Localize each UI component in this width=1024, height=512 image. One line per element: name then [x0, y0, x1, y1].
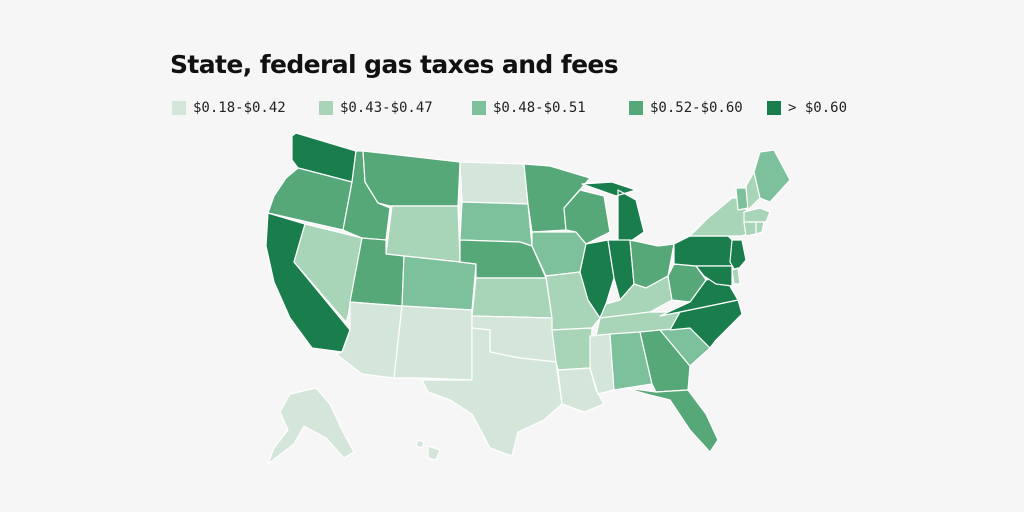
- legend-label-bin-4: $0.52-$0.60: [650, 100, 743, 116]
- state-ar: [551, 327, 593, 371]
- state-nv: [293, 223, 363, 323]
- legend-swatch-bin-3: [472, 101, 486, 115]
- legend-label-bin-5: > $0.60: [788, 100, 848, 116]
- state-mt: [362, 150, 461, 207]
- legend-item-bin-2: $0.43-$0.47: [319, 100, 433, 116]
- state-ks: [471, 277, 553, 319]
- state-md: [695, 265, 733, 287]
- legend-swatch-bin-4: [629, 101, 643, 115]
- chart-title: State, federal gas taxes and fees: [170, 50, 619, 79]
- state-me: [753, 149, 791, 203]
- state-al: [609, 331, 653, 391]
- state-nj: [729, 239, 747, 273]
- legend-swatch-bin-2: [319, 101, 333, 115]
- legend-item-bin-1: $0.18-$0.42: [172, 100, 286, 116]
- state-nm: [393, 305, 473, 381]
- state-ms: [589, 333, 615, 395]
- legend-swatch-bin-1: [172, 101, 186, 115]
- state-ak: [267, 387, 355, 465]
- state-wy: [385, 205, 461, 263]
- state-ct: [743, 221, 757, 237]
- state-de: [731, 267, 741, 285]
- legend-item-bin-4: $0.52-$0.60: [629, 100, 743, 116]
- state-nd: [459, 161, 529, 205]
- state-hi: [415, 439, 441, 461]
- legend-label-bin-1: $0.18-$0.42: [193, 100, 286, 116]
- legend-label-bin-2: $0.43-$0.47: [340, 100, 433, 116]
- state-pa: [673, 235, 739, 267]
- state-or: [267, 167, 353, 231]
- state-ma: [743, 207, 771, 223]
- state-tx: [421, 327, 563, 457]
- legend-label-bin-3: $0.48-$0.51: [493, 100, 586, 116]
- state-ri: [755, 221, 765, 235]
- legend-item-bin-5: > $0.60: [767, 100, 847, 116]
- legend-swatch-bin-5: [767, 101, 781, 115]
- state-wi: [563, 189, 611, 245]
- state-sd: [459, 201, 533, 247]
- state-co: [401, 255, 477, 311]
- state-fl: [625, 387, 719, 453]
- legend-item-bin-3: $0.48-$0.51: [472, 100, 586, 116]
